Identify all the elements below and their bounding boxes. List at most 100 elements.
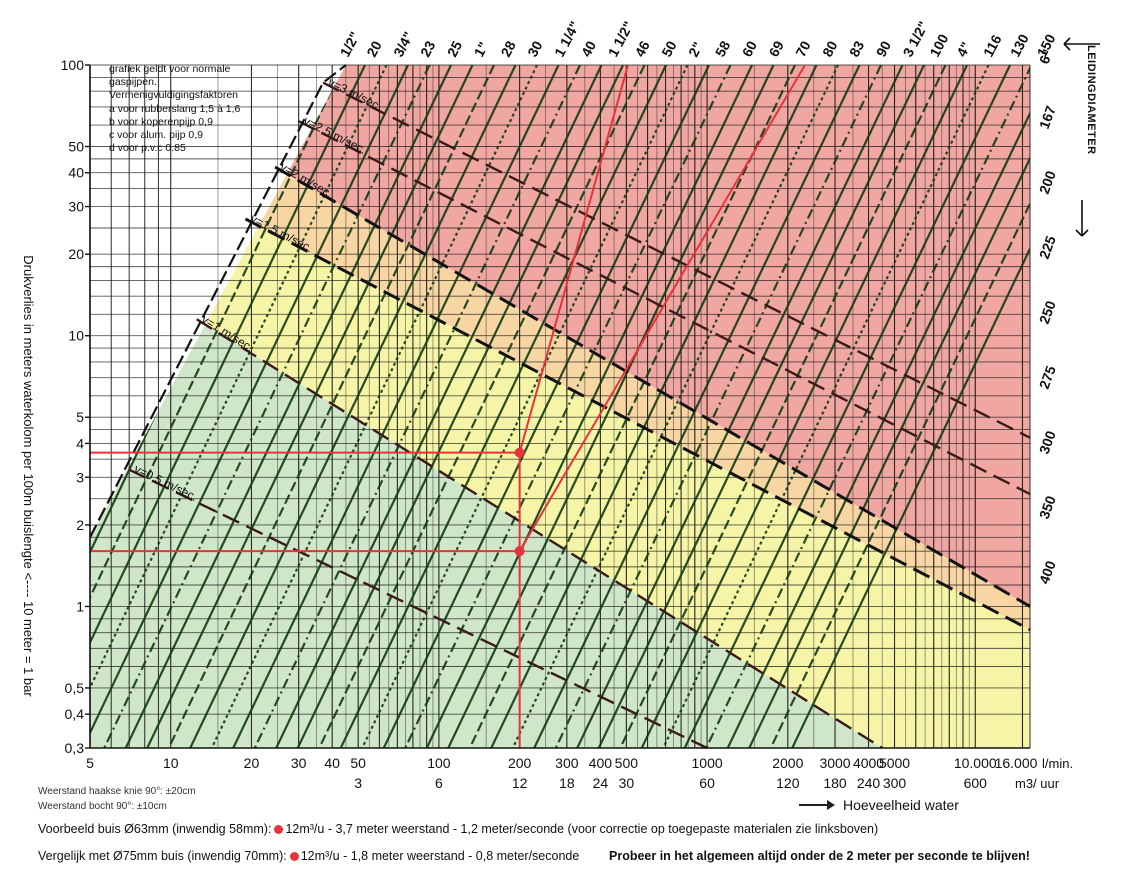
x-tick-label: 4000 xyxy=(853,755,884,771)
weerstand-bocht: Weerstand bocht 90°: ±10cm xyxy=(38,801,167,812)
pipe-line xyxy=(511,65,839,748)
top-tick-label: 23 xyxy=(417,38,439,59)
right-tick-label: 300 xyxy=(1036,428,1059,456)
pipe-line xyxy=(90,65,388,748)
x-tick-label: 10.000 xyxy=(954,755,997,771)
right-tick-label: 400 xyxy=(1036,558,1059,586)
x-tick-label: 500 xyxy=(615,755,639,771)
example-1-prefix: Voorbeeld buis Ø63mm (inwendig 58mm): xyxy=(38,822,272,836)
note-line: a voor rubberslang 1,5 à 1,6 xyxy=(109,102,241,115)
y-tick-label: 40 xyxy=(68,165,84,181)
left-arrow-icon xyxy=(1063,37,1100,51)
pipe-line xyxy=(189,65,517,748)
example-line-2: Vergelijk met Ø75mm buis (inwendig 70mm)… xyxy=(38,849,579,863)
top-tick-label: 40 xyxy=(578,38,600,59)
y-tick-label: 10 xyxy=(68,328,84,344)
note-line: d voor p.v.c 0.85 xyxy=(109,142,186,155)
right-arrow-icon xyxy=(799,800,835,810)
pipe-line xyxy=(683,65,1011,748)
top-tick-label: 1/2" xyxy=(337,29,363,60)
y-tick-label: 4 xyxy=(76,435,84,451)
x-tick-label: 400 xyxy=(589,755,613,771)
x2-tick-label: 180 xyxy=(823,775,847,791)
pipe-line xyxy=(361,65,689,748)
x-axis-title-text: Hoeveelheid water xyxy=(843,797,959,813)
note-line: b voor koperenpijp 0,9 xyxy=(109,115,213,128)
right-tick-label: 200 xyxy=(1036,168,1059,196)
right-tick-label: 250 xyxy=(1036,298,1059,326)
advice-text: Probeer in het algemeen altijd onder de … xyxy=(609,849,1030,863)
x-axis-title: Hoeveelheid water xyxy=(799,797,959,813)
y-axis-label: Drukverlies in meters waterkolom per 100… xyxy=(4,196,36,756)
y-tick-label: 50 xyxy=(68,138,84,154)
top-tick-label: 20 xyxy=(363,38,385,59)
right-tick-label: 275 xyxy=(1036,363,1059,391)
pipe-line xyxy=(103,65,431,748)
pipe-line xyxy=(447,65,775,748)
x-tick-label: 30 xyxy=(291,755,307,771)
top-tick-label: 2" xyxy=(685,39,706,59)
pipe-line xyxy=(404,65,732,748)
pipe-line xyxy=(90,65,345,748)
x2-tick-label: 24 xyxy=(593,775,609,791)
top-tick-label: 28 xyxy=(497,38,519,59)
right-axis-title: LEIDINGDIAMETER xyxy=(1085,45,1097,155)
y-tick-label: 0,5 xyxy=(65,680,85,696)
red-dot-icon xyxy=(274,825,284,834)
x-tick-label: 2000 xyxy=(772,755,803,771)
x-tick-label: 3000 xyxy=(819,755,850,771)
x-unit-label: l/min. xyxy=(1042,756,1073,771)
x-tick-label: 5000 xyxy=(879,755,910,771)
pipe-line xyxy=(597,65,925,748)
top-tick-label: 60 xyxy=(739,38,761,59)
top-tick-label: 80 xyxy=(819,38,841,59)
y-tick-label: 0,3 xyxy=(65,740,85,756)
right-tick-label: 225 xyxy=(1036,233,1059,261)
red-dot-icon xyxy=(289,852,299,861)
velocity-line xyxy=(128,468,708,750)
right-tick-label: 350 xyxy=(1036,493,1059,521)
top-tick-label: 46 xyxy=(631,38,653,59)
velocity-line xyxy=(244,217,1031,632)
pipe-line xyxy=(791,65,1030,748)
pipe-line xyxy=(232,65,560,748)
top-tick-label: 116 xyxy=(980,32,1005,60)
pipe-line xyxy=(662,65,990,748)
velocity-line xyxy=(322,81,1031,439)
x2-tick-label: 240 xyxy=(857,775,881,791)
example-2-text: 12m³/u - 1,8 meter weerstand - 0,8 meter… xyxy=(300,849,580,863)
x-tick-label: 16.000 xyxy=(995,755,1038,771)
example-2-prefix: Vergelijk met Ø75mm buis (inwendig 70mm)… xyxy=(38,849,287,863)
x2-unit-label: m3/ uur xyxy=(1015,776,1060,791)
top-tick-label: 25 xyxy=(444,38,466,59)
pipe-line xyxy=(490,65,818,748)
pipe-line xyxy=(533,65,861,748)
velocity-line xyxy=(274,165,1031,608)
top-tick-label: 83 xyxy=(846,38,868,59)
top-tick-label: 58 xyxy=(712,38,734,59)
top-tick-label: 1 1/2" xyxy=(605,19,637,60)
x2-tick-label: 18 xyxy=(559,775,575,791)
y-tick-label: 2 xyxy=(76,517,84,533)
pipe-line xyxy=(146,65,474,748)
pipe-line xyxy=(576,65,904,748)
x-tick-label: 100 xyxy=(427,755,451,771)
top-tick-label: 69 xyxy=(765,38,787,59)
x2-tick-label: 600 xyxy=(964,775,988,791)
x2-tick-label: 120 xyxy=(776,775,800,791)
example-lines xyxy=(90,64,806,748)
y-axis-title: Drukverlies in meters waterkolom per 100… xyxy=(21,255,34,697)
pipe-line xyxy=(339,65,667,748)
pipe-line xyxy=(296,65,624,748)
y-tick-label: 100 xyxy=(61,57,85,73)
x2-tick-label: 300 xyxy=(883,775,907,791)
x-tick-label: 50 xyxy=(350,755,366,771)
top-tick-label: 3/4" xyxy=(390,29,416,60)
pipe-line xyxy=(124,65,452,748)
top-tick-label: 50 xyxy=(658,38,680,59)
x2-tick-label: 3 xyxy=(354,775,362,791)
pipe-line xyxy=(554,65,882,748)
velocity-line xyxy=(196,318,883,750)
example-diameter-line xyxy=(518,64,806,552)
y-tick-label: 0,4 xyxy=(65,706,85,722)
